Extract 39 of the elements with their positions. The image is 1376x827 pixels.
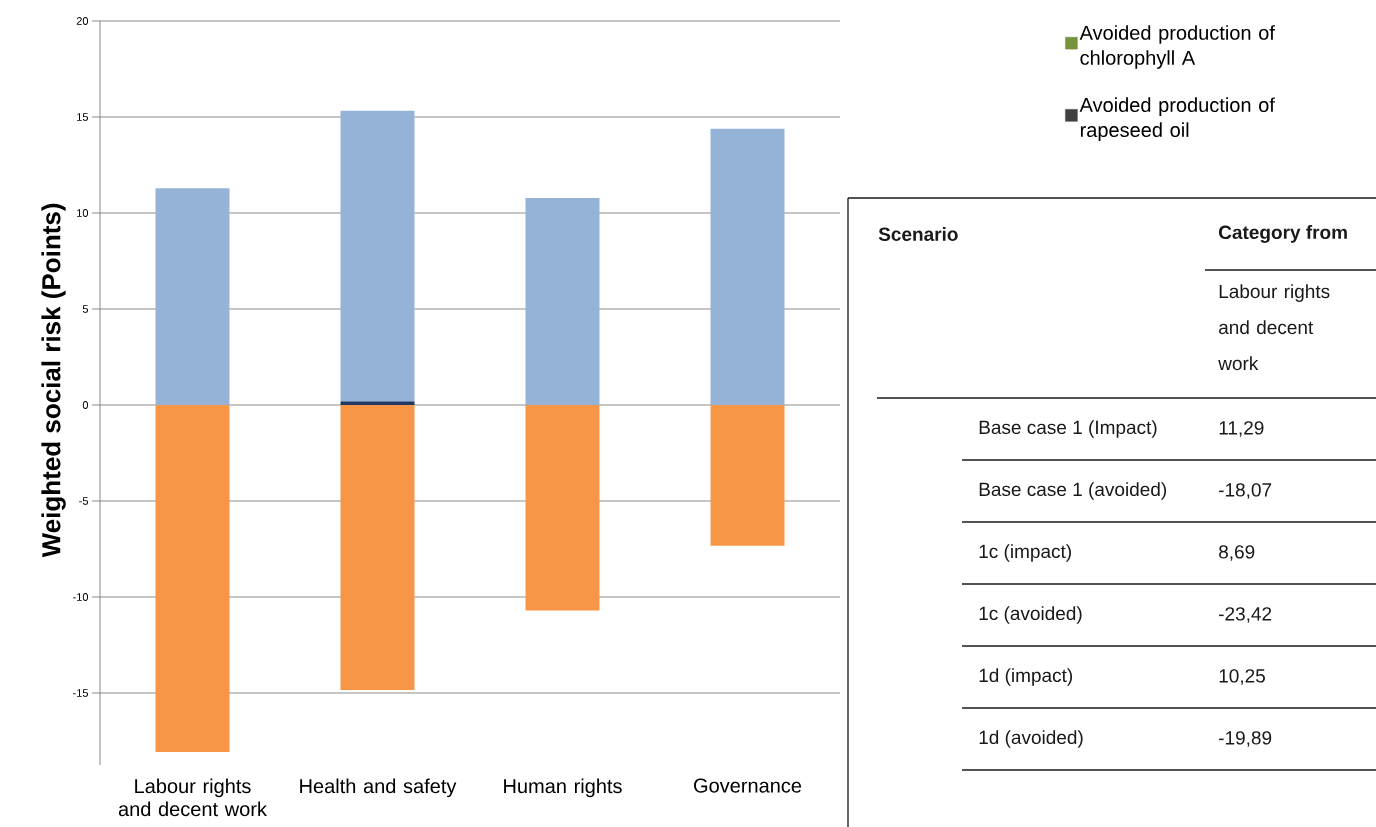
- x-tick-label: Labour rights and decent work: [118, 778, 267, 817]
- bar: [155, 188, 230, 405]
- y-tick-label: -10: [73, 593, 89, 601]
- text: Scenario: [878, 227, 958, 241]
- y-tick-label: -5: [79, 497, 89, 505]
- x-tick-label: Health and safety: [300, 778, 457, 798]
- legend-label: Avoided production of rapeseed oil: [1079, 97, 1275, 142]
- bar: [340, 401, 415, 405]
- text: Category from: [1218, 225, 1347, 243]
- bar: [710, 128, 785, 405]
- bar: [155, 405, 230, 752]
- text: -23,42: [1219, 607, 1272, 623]
- y-tick-label: 15: [77, 113, 89, 121]
- legend-label: Avoided production of chlorophyll A: [1079, 25, 1275, 69]
- bar: [525, 198, 600, 405]
- y-tick-label: 20: [76, 17, 89, 25]
- bar: [525, 405, 600, 611]
- bar: [710, 405, 785, 546]
- text: 1c (impact): [979, 544, 1071, 562]
- text: Base case 1 (avoided): [979, 482, 1167, 500]
- y-tick-label: 0: [82, 401, 89, 409]
- text: 11,29: [1219, 421, 1264, 437]
- y-tick-label: -15: [73, 689, 89, 697]
- x-tick-label: Human rights: [504, 778, 622, 798]
- text: Labour rights and decent work: [1218, 284, 1330, 371]
- y-axis-title: Weighted social risk (Points): [41, 203, 66, 558]
- text: -19,89: [1219, 731, 1272, 747]
- text: Base case 1 (Impact): [979, 420, 1157, 438]
- y-tick-label: 5: [82, 305, 89, 313]
- text: 1d (avoided): [979, 730, 1083, 748]
- text: 1c (avoided): [979, 606, 1082, 624]
- y-tick-label: 10: [77, 209, 89, 217]
- bar: [340, 110, 415, 402]
- bar: [340, 405, 415, 691]
- text: -18,07: [1219, 483, 1272, 499]
- text: 8,69: [1219, 545, 1255, 561]
- text: 1d (impact): [979, 668, 1073, 686]
- text: 10,25: [1219, 669, 1265, 685]
- x-tick-label: Governance: [694, 778, 802, 793]
